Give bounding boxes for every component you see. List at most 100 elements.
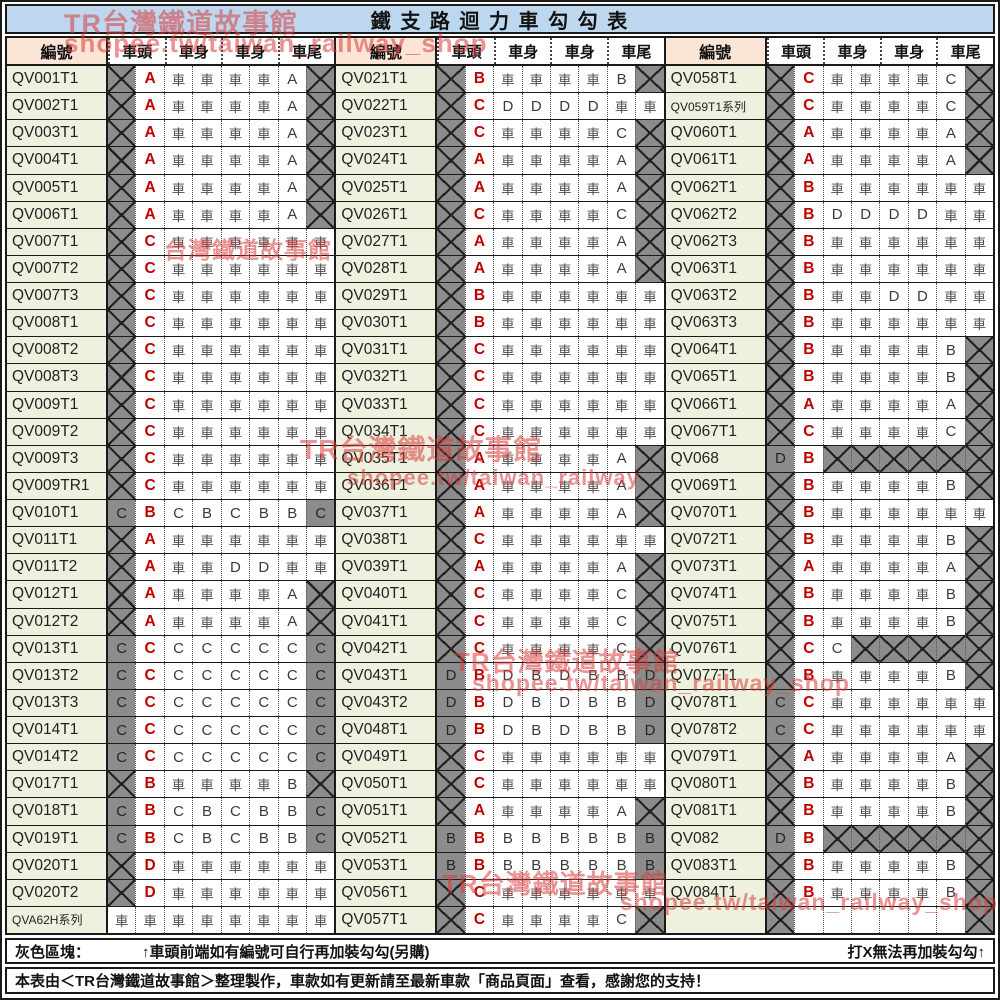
car-cell: 車 — [220, 147, 250, 174]
model-number: QV073T1 — [665, 554, 767, 581]
hatched-cell — [936, 825, 965, 852]
head-code-cell: C — [464, 879, 494, 906]
car-cell: 車 — [907, 798, 937, 825]
car-cell: 車 — [220, 418, 250, 445]
car-cell: 車 — [163, 283, 193, 310]
code-cell: C — [606, 608, 636, 635]
head-code-cell: C — [464, 906, 494, 933]
hatched-cell — [766, 283, 795, 310]
hatched-cell — [108, 310, 136, 337]
car-cell: 車 — [822, 147, 851, 174]
header-part: 車頭 — [108, 38, 165, 64]
code-cell: A — [936, 744, 965, 771]
head-code-cell: C — [135, 391, 164, 418]
gray-code-cell: D — [766, 445, 795, 472]
hatched-cell — [766, 635, 795, 662]
code-cell: B — [277, 825, 306, 852]
car-cell: 車 — [277, 554, 306, 581]
code-cell: C — [163, 662, 193, 689]
code-cell: B — [550, 825, 579, 852]
hatched-cell — [108, 201, 136, 228]
hatched-cell — [437, 310, 465, 337]
car-cell: 車 — [550, 255, 579, 282]
car-cell: 車 — [550, 66, 579, 93]
head-code-cell: C — [135, 364, 164, 391]
model-number: QV005T1 — [7, 174, 108, 201]
car-cell: 車 — [606, 364, 636, 391]
head-code-cell: A — [135, 527, 164, 554]
hatched-cell — [305, 93, 335, 120]
car-cell: 車 — [907, 852, 937, 879]
car-cell: 車 — [822, 120, 851, 147]
table-row: QV002T1 A 車車車車 A — [7, 93, 335, 121]
table-group-1: 編號 車頭 車身 車身 車尾 QV001T1 A 車車車車 A QV002T1 A 車車車車 A QV00… — [7, 38, 337, 933]
hatched-cell — [964, 635, 994, 662]
car-cell: 車 — [249, 201, 278, 228]
code-cell: D — [220, 554, 250, 581]
car-cell: 車 — [249, 472, 278, 499]
car-cell: 車 — [220, 174, 250, 201]
head-code-cell: B — [794, 527, 823, 554]
car-cell: 車 — [163, 120, 193, 147]
head-code-cell: A — [135, 66, 164, 93]
car-cell: 車 — [550, 554, 579, 581]
car-cell: 車 — [305, 852, 335, 879]
model-number: QV018T1 — [7, 798, 108, 825]
head-code-cell: C — [464, 771, 494, 798]
hatched-cell — [437, 337, 465, 364]
hatched-cell — [108, 120, 136, 147]
car-cell: 車 — [850, 283, 880, 310]
car-cell: 車 — [192, 527, 221, 554]
head-code-cell: B — [794, 852, 823, 879]
car-cell: 車 — [635, 337, 664, 364]
hatched-cell — [635, 445, 664, 472]
hatched-cell — [766, 391, 795, 418]
hatched-cell — [437, 418, 465, 445]
car-cell: 車 — [277, 310, 306, 337]
head-code-cell: C — [464, 635, 494, 662]
model-number: QV048T1 — [336, 717, 438, 744]
hatched-cell — [437, 445, 465, 472]
legend-note-row: 灰色區塊： ↑車頭前端如有編號可自行再加裝勾勾(另購) 打X無法再加裝勾勾↑ — [5, 938, 995, 964]
code-cell: B — [936, 608, 965, 635]
table-row: QV051T1 A 車車車車 A — [336, 798, 664, 826]
head-code-cell: C — [464, 337, 494, 364]
car-cell: 車 — [907, 174, 937, 201]
car-cell: 車 — [493, 228, 522, 255]
car-cell: 車 — [249, 66, 278, 93]
car-cell: 車 — [163, 147, 193, 174]
code-cell: A — [277, 147, 306, 174]
code-cell: B — [578, 689, 607, 716]
code-cell: C — [277, 689, 306, 716]
table-row: QV027T1 A 車車車車 A — [336, 228, 664, 256]
model-number: QV014T2 — [7, 744, 108, 771]
code-cell: B — [936, 662, 965, 689]
gray-code-cell: C — [108, 744, 136, 771]
table-row: QV031T1 C 車車車車車車 — [336, 337, 664, 365]
car-cell: 車 — [163, 418, 193, 445]
car-cell: 車 — [907, 364, 937, 391]
car-cell: 車 — [521, 581, 551, 608]
car-cell: 車 — [220, 337, 250, 364]
code-cell: A — [277, 608, 306, 635]
car-cell: 車 — [907, 93, 937, 120]
code-cell: B — [606, 825, 636, 852]
table-row: QV043T1 D B D B D B B D — [336, 662, 664, 690]
table-row: QV018T1 C B C B C B B C — [7, 798, 335, 826]
model-number: QV011T2 — [7, 554, 108, 581]
hatched-cell — [964, 66, 994, 93]
hatched-cell — [964, 798, 994, 825]
car-cell: 車 — [192, 174, 221, 201]
car-cell: 車 — [521, 906, 551, 933]
car-cell: 車 — [822, 608, 851, 635]
header-part: 車身 — [550, 38, 608, 64]
code-cell: C — [163, 500, 193, 527]
car-cell: 車 — [192, 554, 221, 581]
hatched-cell — [766, 527, 795, 554]
table-row: QV014T2 C C C C C C C C — [7, 744, 335, 772]
model-number: QV011T1 — [7, 527, 108, 554]
car-cell: 車 — [578, 581, 607, 608]
model-number: QV012T1 — [7, 581, 108, 608]
car-cell: 車 — [822, 527, 851, 554]
hatched-cell — [108, 472, 136, 499]
